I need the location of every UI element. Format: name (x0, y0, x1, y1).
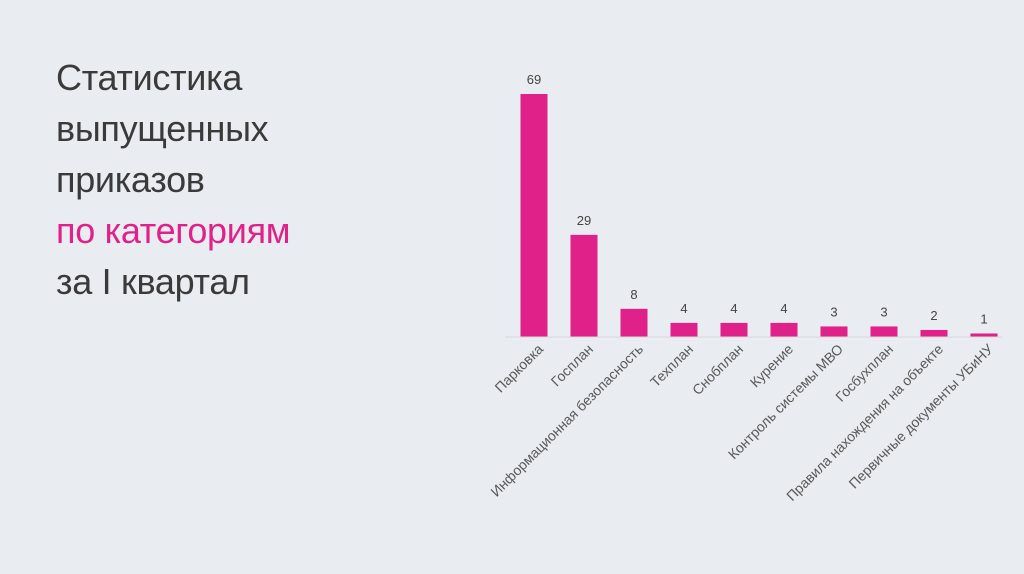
title-last-line: за I квартал (56, 261, 250, 302)
category-label-1: Парковка (491, 341, 546, 396)
value-label-9: 2 (930, 308, 937, 323)
value-label-7: 3 (830, 304, 837, 319)
title-accent-line: по категориям (56, 210, 291, 251)
bar-10 (970, 333, 998, 337)
bars-group (520, 94, 998, 337)
value-label-3: 8 (630, 287, 637, 302)
bar-4 (670, 322, 698, 337)
value-label-4: 4 (680, 301, 687, 316)
value-label-8: 3 (880, 304, 887, 319)
bar-3 (620, 308, 648, 337)
title-line-2: выпущенных (56, 108, 269, 149)
category-label-5: Снобплан (689, 341, 746, 398)
value-label-2: 29 (577, 213, 591, 228)
category-label-2: Госплан (548, 341, 597, 390)
title-line-3: приказов (56, 159, 205, 200)
title-line-1: Статистика (56, 57, 243, 98)
bar-2 (570, 234, 598, 337)
value-label-6: 4 (780, 301, 787, 316)
category-label-6: Курение (747, 341, 797, 391)
value-label-5: 4 (730, 301, 737, 316)
bar-6 (770, 322, 798, 337)
bar-9 (920, 329, 948, 337)
value-label-10: 1 (980, 311, 987, 326)
bar-7 (820, 326, 848, 337)
category-label-4: Техплан (647, 341, 696, 390)
bar-5 (720, 322, 748, 337)
value-labels-group: 69 29 8 4 4 4 3 3 2 1 (527, 72, 988, 326)
value-label-1: 69 (527, 72, 541, 87)
bar-8 (870, 326, 898, 337)
slide-title: Статистика выпущенных приказов по катего… (56, 52, 291, 307)
bar-1 (520, 94, 548, 337)
